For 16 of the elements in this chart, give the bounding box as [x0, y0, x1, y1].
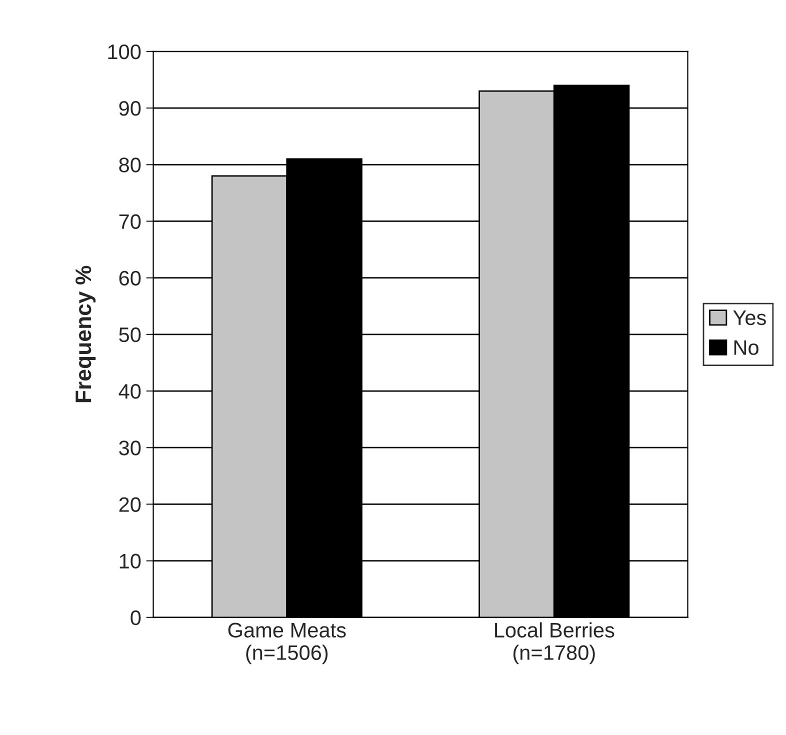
- y-tick-label: 0: [130, 610, 141, 626]
- x-tick-label: Game Meats (n=1506): [228, 622, 346, 664]
- y-tick-label: 10: [120, 554, 141, 569]
- y-tick-label: 30: [119, 440, 141, 456]
- y-tick-label: 60: [119, 270, 141, 286]
- y-tick-label: 90: [119, 101, 141, 116]
- y-tick-label: 50: [119, 327, 141, 342]
- y-tick-label: 100: [108, 44, 141, 60]
- y-tick-label: 20: [119, 497, 141, 512]
- y-tick-label: 70: [119, 214, 141, 229]
- y-tick-label: 40: [118, 384, 141, 399]
- legend-label: No: [734, 340, 758, 355]
- legend-label: Yes: [733, 310, 766, 326]
- y-axis-title: Frequency %: [76, 266, 96, 402]
- y-tick-label: 80: [119, 158, 141, 172]
- x-tick-label: Local Berries (n=1780): [495, 622, 614, 664]
